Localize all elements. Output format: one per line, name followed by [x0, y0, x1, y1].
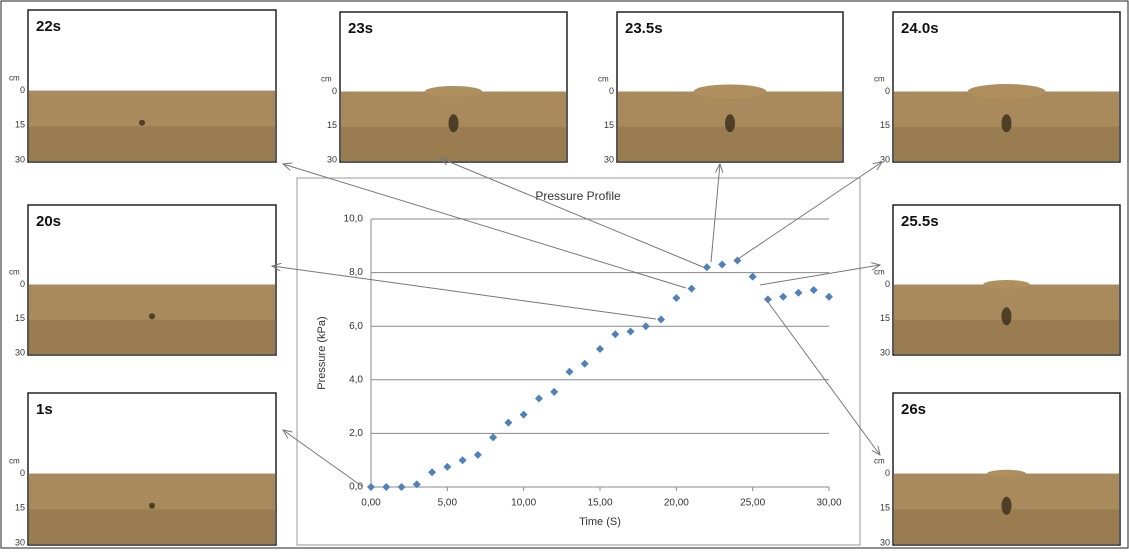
scale-tick: 30 — [15, 537, 25, 547]
scale-tick: 0 — [20, 468, 25, 478]
scale-tick: 0 — [20, 279, 25, 289]
scale-tick: 0 — [609, 86, 614, 96]
scale-tick: 30 — [604, 154, 614, 164]
scale-tick: 0 — [885, 468, 890, 478]
panel-label: 25.5s — [901, 213, 939, 230]
mound — [968, 84, 1046, 99]
y-tick-label: 2,0 — [349, 428, 363, 439]
void — [1002, 114, 1012, 132]
void — [449, 114, 459, 132]
scale-tick: 0 — [885, 86, 890, 96]
scale-unit: cm — [9, 74, 20, 83]
mound — [987, 470, 1026, 478]
sand-shade — [29, 509, 275, 544]
photo-panel: 22s cm0 15 30 — [9, 10, 276, 164]
void — [139, 120, 145, 126]
scale-unit: cm — [874, 75, 885, 84]
figure: Pressure Profile Time (S) Pressure (kPa)… — [0, 0, 1129, 549]
photo-panel: 24.0scm01530 — [874, 12, 1120, 164]
scale-unit: cm — [874, 457, 885, 466]
mound — [425, 86, 482, 97]
x-tick-label: 20,00 — [664, 498, 689, 509]
sand-shade — [29, 320, 275, 354]
panel-label: 22s — [36, 18, 61, 35]
sand-shade — [29, 126, 275, 161]
mound — [694, 85, 767, 99]
scale-tick: 0 — [332, 86, 337, 96]
panel-label: 23s — [348, 20, 373, 37]
chart-title: Pressure Profile — [535, 189, 621, 203]
photo-panel: 25.5s cm0 15 30 — [874, 205, 1120, 357]
scale-tick: 30 — [880, 537, 890, 547]
x-tick-label: 30,00 — [816, 498, 841, 509]
panel-label: 24.0s — [901, 20, 939, 37]
x-tick-label: 5,00 — [438, 498, 458, 509]
void — [725, 114, 735, 132]
scale-unit: cm — [9, 268, 20, 277]
x-tick-label: 15,00 — [587, 498, 612, 509]
y-tick-label: 6,0 — [349, 321, 363, 332]
photo-panel: 20s cm0 15 30 — [9, 205, 276, 357]
scale-unit: cm — [874, 268, 885, 277]
y-tick-label: 10,0 — [344, 214, 364, 225]
panel-label: 1s — [36, 401, 53, 418]
panel-label: 23.5s — [625, 20, 663, 37]
scale-tick: 15 — [15, 313, 25, 323]
y-tick-label: 4,0 — [349, 374, 363, 385]
mound — [983, 280, 1030, 289]
scale-tick: 15 — [880, 120, 890, 130]
scale-tick: 0 — [885, 279, 890, 289]
void — [1002, 307, 1012, 325]
scale-tick: 30 — [327, 154, 337, 164]
photo-panel: 23.5s cm0 15 30 — [598, 12, 843, 164]
x-axis-title: Time (S) — [579, 516, 621, 528]
scale-unit: cm — [9, 457, 20, 466]
x-tick-label: 25,00 — [740, 498, 765, 509]
chart-frame — [297, 178, 860, 545]
scale-tick: 15 — [15, 503, 25, 513]
y-axis-title: Pressure (kPa) — [316, 316, 328, 389]
panel-label: 26s — [901, 401, 926, 418]
y-tick-label: 0,0 — [349, 482, 363, 493]
photo-panel: 1s cm0 15 30 — [9, 393, 276, 547]
panel-label: 20s — [36, 213, 61, 230]
scale-tick: 15 — [327, 120, 337, 130]
scale-unit: cm — [598, 75, 609, 84]
x-tick-label: 10,00 — [511, 498, 536, 509]
photo-panel: 26s cm0 15 30 — [874, 393, 1120, 547]
scale-tick: 15 — [880, 313, 890, 323]
scale-tick: 0 — [20, 85, 25, 95]
scale-tick: 30 — [15, 347, 25, 357]
x-tick-label: 0,00 — [361, 498, 381, 509]
void — [149, 503, 155, 509]
void — [149, 313, 155, 319]
scale-tick: 15 — [604, 120, 614, 130]
scale-unit: cm — [321, 75, 332, 84]
scale-tick: 30 — [880, 347, 890, 357]
scale-tick: 30 — [15, 154, 25, 164]
photo-panel: 23s cm0 15 30 — [321, 12, 567, 164]
scale-tick: 15 — [880, 503, 890, 513]
void — [1002, 497, 1012, 515]
scale-tick: 15 — [15, 120, 25, 130]
